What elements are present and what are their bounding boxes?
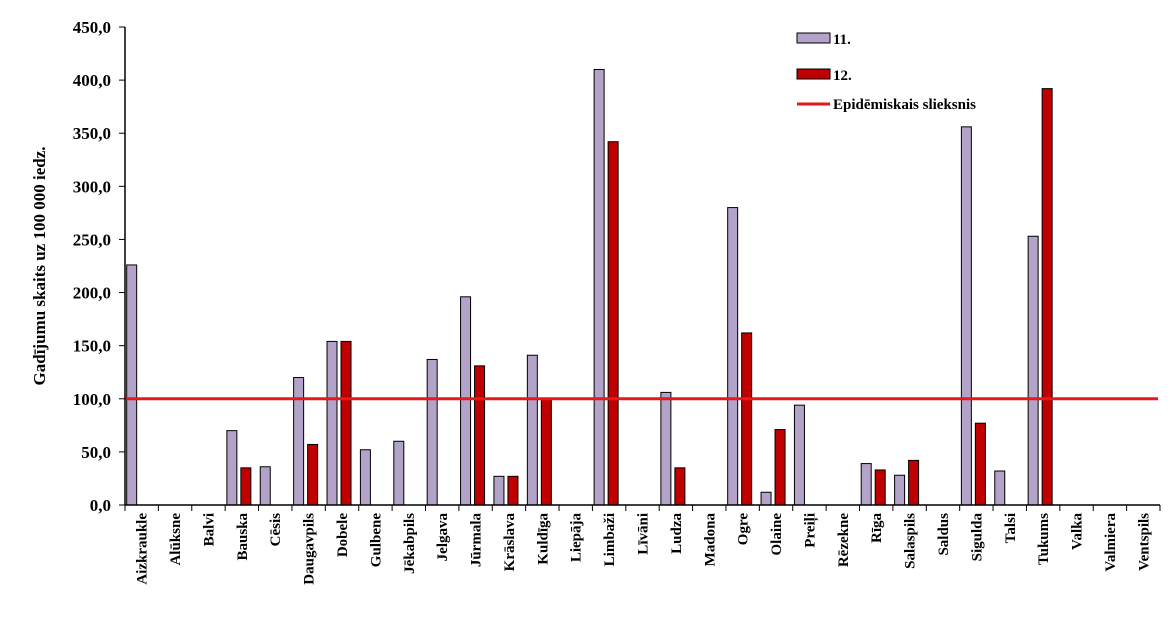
bar-12-12	[540, 398, 552, 506]
y-tick-label: 200,0	[73, 284, 111, 303]
x-tick-label: Līvāni	[636, 513, 652, 555]
x-tick-label: Bauska	[235, 513, 251, 561]
y-tick-label: 50,0	[81, 443, 111, 462]
legend-label-threshold: Epidēmiskais slieksnis	[833, 97, 976, 113]
legend-label-11: 11.	[833, 32, 851, 48]
bar-11-10	[460, 296, 472, 506]
x-tick-label: Jelgava	[435, 513, 451, 562]
x-tick-label: Preiļi	[802, 513, 818, 548]
x-tick-label: Talsi	[1003, 513, 1019, 543]
bar-11-22	[860, 463, 872, 506]
bar-12-18	[741, 332, 753, 506]
x-tick-label: Cēsis	[268, 513, 284, 546]
x-tick-label: Salaspils	[903, 513, 919, 569]
y-tick-label: 300,0	[73, 177, 111, 196]
x-tick-label: Jēkabpils	[402, 513, 418, 574]
bar-12-22	[874, 469, 886, 506]
x-tick-labels: Aizkraukle Alūksne Balvi Bauska Cēsis Daugavp…	[124, 505, 1161, 585]
x-tick-label: Alūksne	[168, 513, 184, 566]
x-tick-label: Tukums	[1036, 513, 1052, 565]
bar-12-16	[674, 467, 686, 506]
x-tick-label: Saldus	[936, 513, 952, 556]
x-tick-label: Olaine	[769, 513, 785, 556]
bar-11-25	[960, 126, 972, 506]
legend-label-12: 12.	[833, 68, 852, 84]
bar-11-9	[426, 358, 438, 506]
bar-12-23	[908, 459, 920, 506]
x-tick-label: Liepāja	[569, 513, 585, 563]
bar-11-6	[326, 340, 338, 506]
x-tick-label: Krāslava	[502, 513, 518, 572]
bar-12-25	[974, 422, 986, 506]
x-tick-label: Madona	[702, 513, 718, 567]
bar-11-20	[793, 404, 805, 506]
x-tick-label: Kuldīga	[535, 513, 551, 565]
bar-12-11	[507, 475, 519, 506]
x-tick-label: Limbaži	[602, 513, 618, 566]
y-tick-labels: 0,0 50,0 100,0 150,0 200,0 250,0 300,0 350,0 400…	[73, 18, 125, 515]
bar-11-5	[293, 377, 305, 506]
x-tick-label: Daugavpils	[302, 513, 318, 585]
bar-12-27	[1041, 88, 1053, 506]
bar-11-27	[1027, 235, 1039, 506]
x-tick-label: Valka	[1070, 513, 1086, 550]
x-tick-label: Ludza	[669, 513, 685, 554]
x-tick-label: Jūrmala	[469, 513, 485, 568]
x-tick-label: Aizkraukle	[135, 513, 151, 585]
x-tick-label: Balvi	[201, 513, 217, 546]
bar-11-26	[994, 470, 1006, 506]
bar-11-23	[894, 474, 906, 506]
bar-11-16	[660, 391, 672, 506]
bar-12-5	[307, 443, 319, 506]
bar-11-12	[526, 354, 538, 506]
y-tick-label: 450,0	[73, 18, 111, 37]
bars-layer	[126, 68, 1053, 506]
bar-12-3	[240, 467, 252, 506]
y-tick-label: 400,0	[73, 71, 111, 90]
bar-12-14	[607, 141, 619, 506]
x-tick-label: Valmiera	[1103, 513, 1119, 572]
bar-11-3	[226, 430, 238, 506]
x-tick-label: Ventspils	[1136, 513, 1152, 571]
bar-12-6	[340, 340, 352, 506]
bar-12-19	[774, 429, 786, 506]
bar-11-7	[359, 449, 371, 506]
legend-swatch-12	[796, 68, 831, 80]
y-axis-label: Gadījumu skaits uz 100 000 iedz.	[30, 147, 49, 386]
y-tick-label: 150,0	[73, 337, 111, 356]
x-tick-label: Ogre	[736, 513, 752, 546]
bar-11-0	[126, 264, 138, 506]
y-tick-label: 100,0	[73, 390, 111, 409]
bar-11-18	[727, 207, 739, 506]
bar-11-4	[259, 466, 271, 506]
bar-11-19	[760, 491, 772, 506]
y-tick-label: 0,0	[90, 496, 111, 515]
legend-swatch-11	[796, 32, 831, 44]
bar-12-10	[474, 365, 486, 506]
legend: 11. 12. Epidēmiskais slieksnis	[796, 32, 976, 113]
y-tick-label: 350,0	[73, 124, 111, 143]
x-tick-label: Rēzekne	[836, 513, 852, 567]
x-tick-label: Gulbene	[368, 513, 384, 568]
x-tick-label: Dobele	[335, 513, 351, 558]
x-tick-label: Rīga	[869, 513, 885, 544]
bar-11-14	[593, 68, 605, 506]
bar-11-11	[493, 475, 505, 506]
x-tick-label: Sigulda	[969, 513, 985, 562]
bar-11-8	[393, 440, 405, 506]
y-tick-label: 250,0	[73, 230, 111, 249]
